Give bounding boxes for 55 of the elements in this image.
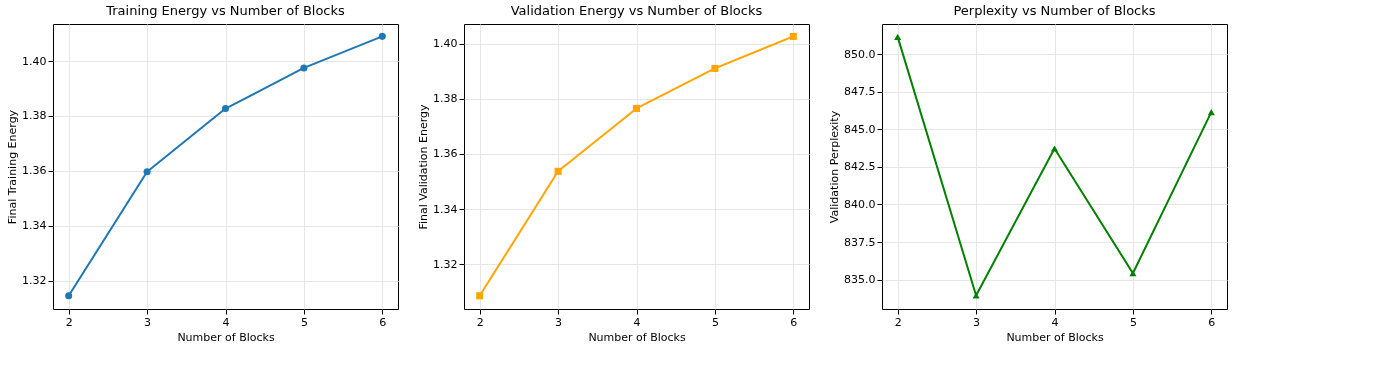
x-tick-label: 5 (711, 315, 719, 329)
chart-title: Perplexity vs Number of Blocks (953, 3, 1156, 18)
x-tick-label: 6 (1208, 315, 1216, 329)
point (554, 167, 562, 175)
chart-title: Validation Energy vs Number of Blocks (510, 3, 763, 18)
x-axis-title: Number of Blocks (1006, 330, 1104, 344)
point (1050, 145, 1059, 152)
y-tick-label: 1.36 (22, 164, 47, 178)
point (972, 292, 980, 299)
y-tick-label: 1.40 (22, 54, 47, 68)
x-tick-label: 2 (476, 315, 484, 329)
x-tick-label: 3 (973, 315, 981, 329)
x-tick-label: 6 (790, 315, 798, 329)
x-tick-label: 2 (894, 315, 902, 329)
y-axis-title: Final Training Energy (6, 109, 20, 225)
y-tick-label: 850.0 (844, 47, 876, 61)
y-axis-title: Validation Perplexity (828, 110, 842, 224)
y-tick-label: 840.0 (844, 197, 876, 211)
y-tick-label: 1.40 (433, 37, 458, 51)
y-tick-label: 1.38 (433, 92, 458, 106)
y-tick-label: 1.38 (22, 109, 47, 123)
x-tick-label: 5 (1129, 315, 1137, 329)
y-tick-label: 837.5 (844, 235, 876, 249)
x-tick-label: 5 (300, 315, 308, 329)
x-tick-label: 6 (379, 315, 387, 329)
point (221, 105, 230, 113)
y-axis-title: Final Validation Energy (417, 103, 431, 230)
y-tick-label: 845.0 (844, 122, 876, 136)
y-tick-label: 1.36 (433, 147, 458, 161)
y-tick-label: 842.5 (844, 160, 876, 174)
point (143, 168, 151, 176)
point (1207, 109, 1215, 116)
x-tick-label: 3 (555, 315, 563, 329)
x-axis-title: Number of Blocks (588, 330, 686, 344)
point (65, 292, 73, 300)
y-tick-label: 847.5 (844, 85, 876, 99)
y-tick-label: 1.34 (22, 219, 47, 233)
point (789, 32, 797, 40)
x-tick-label: 4 (222, 315, 230, 329)
y-tick-label: 1.32 (433, 257, 458, 271)
y-tick-label: 1.32 (22, 274, 47, 288)
x-axis-title: Number of Blocks (177, 330, 275, 344)
x-tick-label: 3 (144, 315, 152, 329)
x-tick-label: 4 (1051, 315, 1059, 329)
point (300, 64, 308, 72)
x-tick-label: 4 (633, 315, 641, 329)
point (476, 292, 484, 300)
y-tick-label: 835.0 (844, 273, 876, 287)
point (378, 32, 386, 40)
y-tick-label: 1.34 (433, 202, 458, 216)
point (711, 64, 719, 72)
point (894, 33, 902, 40)
chart-title: Training Energy vs Number of Blocks (105, 3, 346, 18)
x-tick-label: 2 (65, 315, 73, 329)
point (632, 104, 641, 112)
